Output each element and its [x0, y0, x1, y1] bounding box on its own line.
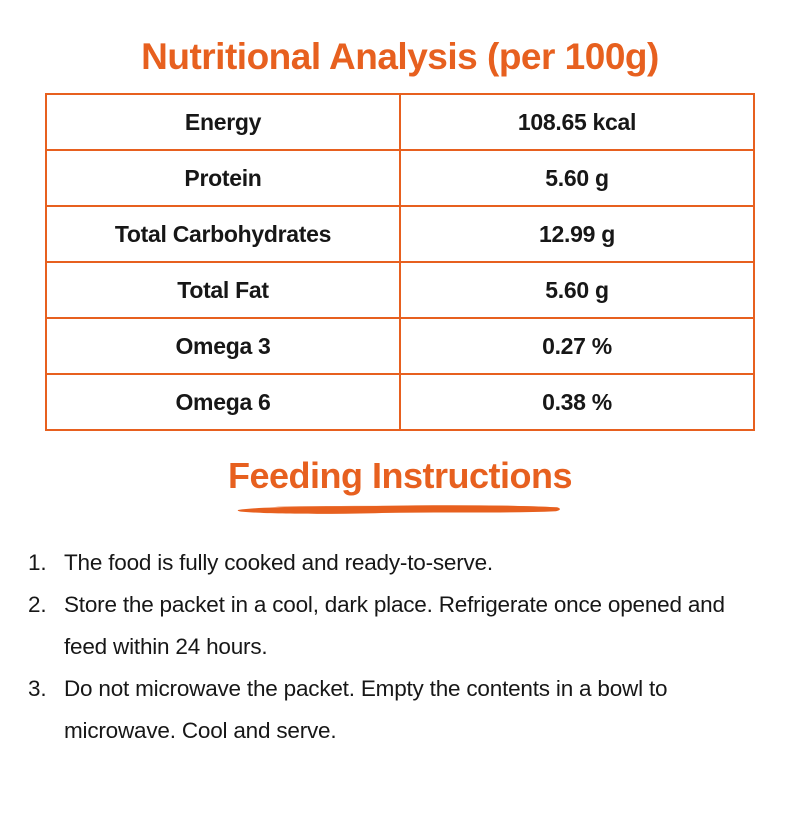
- brush-underline-wrap: [0, 500, 800, 518]
- list-item-text: Store the packet in a cool, dark place. …: [64, 592, 725, 659]
- nutrient-label: Protein: [45, 149, 401, 207]
- list-item-marker: 1.: [28, 550, 47, 575]
- list-item-marker: 2.: [28, 592, 47, 617]
- table-row: Protein 5.60 g: [45, 149, 755, 207]
- list-item: 1. The food is fully cooked and ready-to…: [28, 542, 758, 584]
- list-item-text: Do not microwave the packet. Empty the c…: [64, 676, 668, 743]
- nutrient-value: 5.60 g: [399, 261, 755, 319]
- list-item: 3. Do not microwave the packet. Empty th…: [28, 668, 758, 752]
- table-row: Total Carbohydrates 12.99 g: [45, 205, 755, 263]
- nutrient-value: 108.65 kcal: [399, 93, 755, 151]
- table-row: Omega 3 0.27 %: [45, 317, 755, 375]
- section-title-feeding-instructions: Feeding Instructions: [227, 455, 573, 496]
- nutrition-table: Energy 108.65 kcal Protein 5.60 g Total …: [45, 93, 755, 431]
- nutrient-value: 0.38 %: [399, 373, 755, 431]
- brush-underline-icon: [237, 505, 560, 514]
- nutrient-label: Total Fat: [45, 261, 401, 319]
- nutrient-label: Total Carbohydrates: [45, 205, 401, 263]
- instructions-list: 1. The food is fully cooked and ready-to…: [28, 542, 758, 752]
- list-item-text: The food is fully cooked and ready-to-se…: [64, 550, 493, 575]
- nutrient-label: Omega 6: [45, 373, 401, 431]
- nutrient-label: Omega 3: [45, 317, 401, 375]
- table-row: Total Fat 5.60 g: [45, 261, 755, 319]
- nutrition-label-page: Nutritional Analysis (per 100g) Energy 1…: [0, 36, 800, 836]
- list-item-marker: 3.: [28, 676, 47, 701]
- nutrient-label: Energy: [45, 93, 401, 151]
- nutrient-value: 5.60 g: [399, 149, 755, 207]
- page-title: Nutritional Analysis (per 100g): [141, 36, 659, 77]
- table-row: Energy 108.65 kcal: [45, 93, 755, 151]
- list-item: 2. Store the packet in a cool, dark plac…: [28, 584, 758, 668]
- nutrient-value: 0.27 %: [399, 317, 755, 375]
- table-row: Omega 6 0.38 %: [45, 373, 755, 431]
- nutrient-value: 12.99 g: [399, 205, 755, 263]
